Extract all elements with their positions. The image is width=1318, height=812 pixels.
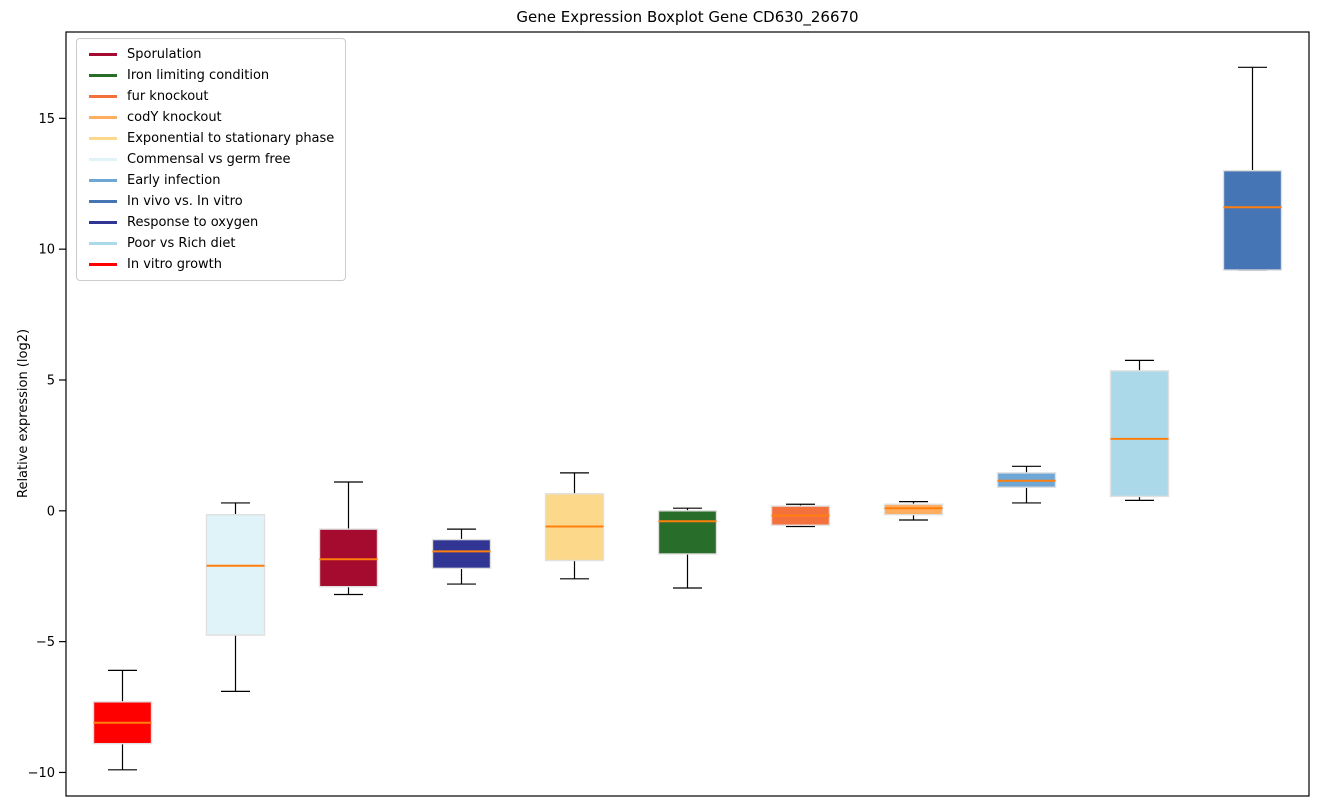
legend: Sporulation Iron limiting condition fur kn… <box>76 38 347 281</box>
boxplot-iron-limiting-condition <box>657 507 718 589</box>
legend-label: fur knockout <box>127 89 209 104</box>
legend-swatch-line <box>89 158 117 161</box>
legend-item-fur-knockout: fur knockout <box>89 86 334 107</box>
legend-swatch-line <box>89 263 117 266</box>
y-tick-label: −5 <box>36 635 55 650</box>
boxplot-early-infection <box>996 465 1057 504</box>
y-tick-label: 0 <box>47 504 55 519</box>
legend-swatch-line <box>89 221 117 224</box>
legend-label: Early infection <box>127 173 221 188</box>
legend-label: Commensal vs germ free <box>127 152 291 167</box>
legend-swatch-line <box>89 53 117 56</box>
legend-swatch-line <box>89 200 117 203</box>
legend-item-exponential-to-stationary-phase: Exponential to stationary phase <box>89 128 334 149</box>
y-tick-label: −10 <box>28 766 55 781</box>
box <box>883 503 944 516</box>
box <box>205 514 266 636</box>
box <box>318 528 379 588</box>
boxplot-commensal-vs-germ-free <box>205 502 266 692</box>
chart-title: Gene Expression Boxplot Gene CD630_26670 <box>516 8 859 26</box>
box <box>657 510 718 555</box>
legend-label: Poor vs Rich diet <box>127 236 236 251</box>
boxplot-poor-vs-rich-diet <box>1109 359 1170 501</box>
legend-item-poor-vs-rich-diet: Poor vs Rich diet <box>89 233 334 254</box>
legend-label: codY knockout <box>127 110 222 125</box>
legend-item-commensal-vs-germ-free: Commensal vs germ free <box>89 149 334 170</box>
boxplot-fur-knockout <box>770 503 831 528</box>
legend-item-in-vitro-growth: In vitro growth <box>89 254 334 275</box>
box <box>431 538 492 570</box>
legend-swatch-line <box>89 242 117 245</box>
boxplot-cody-knockout <box>883 501 944 521</box>
boxplot-sporulation <box>318 481 379 596</box>
y-tick-label: 5 <box>47 373 55 388</box>
box <box>1109 370 1170 498</box>
axes-frame <box>65 31 1310 797</box>
legend-item-iron-limiting-condition: Iron limiting condition <box>89 65 334 86</box>
legend-item-response-to-oxygen: Response to oxygen <box>89 212 334 233</box>
legend-label: Exponential to stationary phase <box>127 131 335 146</box>
box <box>1222 169 1283 271</box>
legend-swatch-line <box>89 116 117 119</box>
legend-item-cody-knockout: codY knockout <box>89 107 334 128</box>
legend-label: Iron limiting condition <box>127 68 270 83</box>
legend-item-sporulation: Sporulation <box>89 44 334 65</box>
boxplot-in-vivo-vs-in-vitro <box>1222 66 1283 271</box>
legend-label: Sporulation <box>127 47 202 62</box>
legend-label: Response to oxygen <box>127 215 259 230</box>
legend-swatch-line <box>89 74 117 77</box>
legend-swatch-line <box>89 95 117 98</box>
legend-item-early-infection: Early infection <box>89 170 334 191</box>
y-tick-label: 15 <box>38 112 55 127</box>
legend-swatch-line <box>89 179 117 182</box>
boxplot-exponential-to-stationary-phase <box>544 472 605 580</box>
legend-swatch-line <box>89 137 117 140</box>
y-tick-label: 10 <box>38 243 55 258</box>
boxplot-response-to-oxygen <box>431 528 492 585</box>
legend-item-in-vivo-vs-in-vitro: In vivo vs. In vitro <box>89 191 334 212</box>
legend-label: In vivo vs. In vitro <box>127 194 243 209</box>
legend-label: In vitro growth <box>127 257 222 272</box>
boxplot-in-vitro-growth <box>92 669 153 771</box>
